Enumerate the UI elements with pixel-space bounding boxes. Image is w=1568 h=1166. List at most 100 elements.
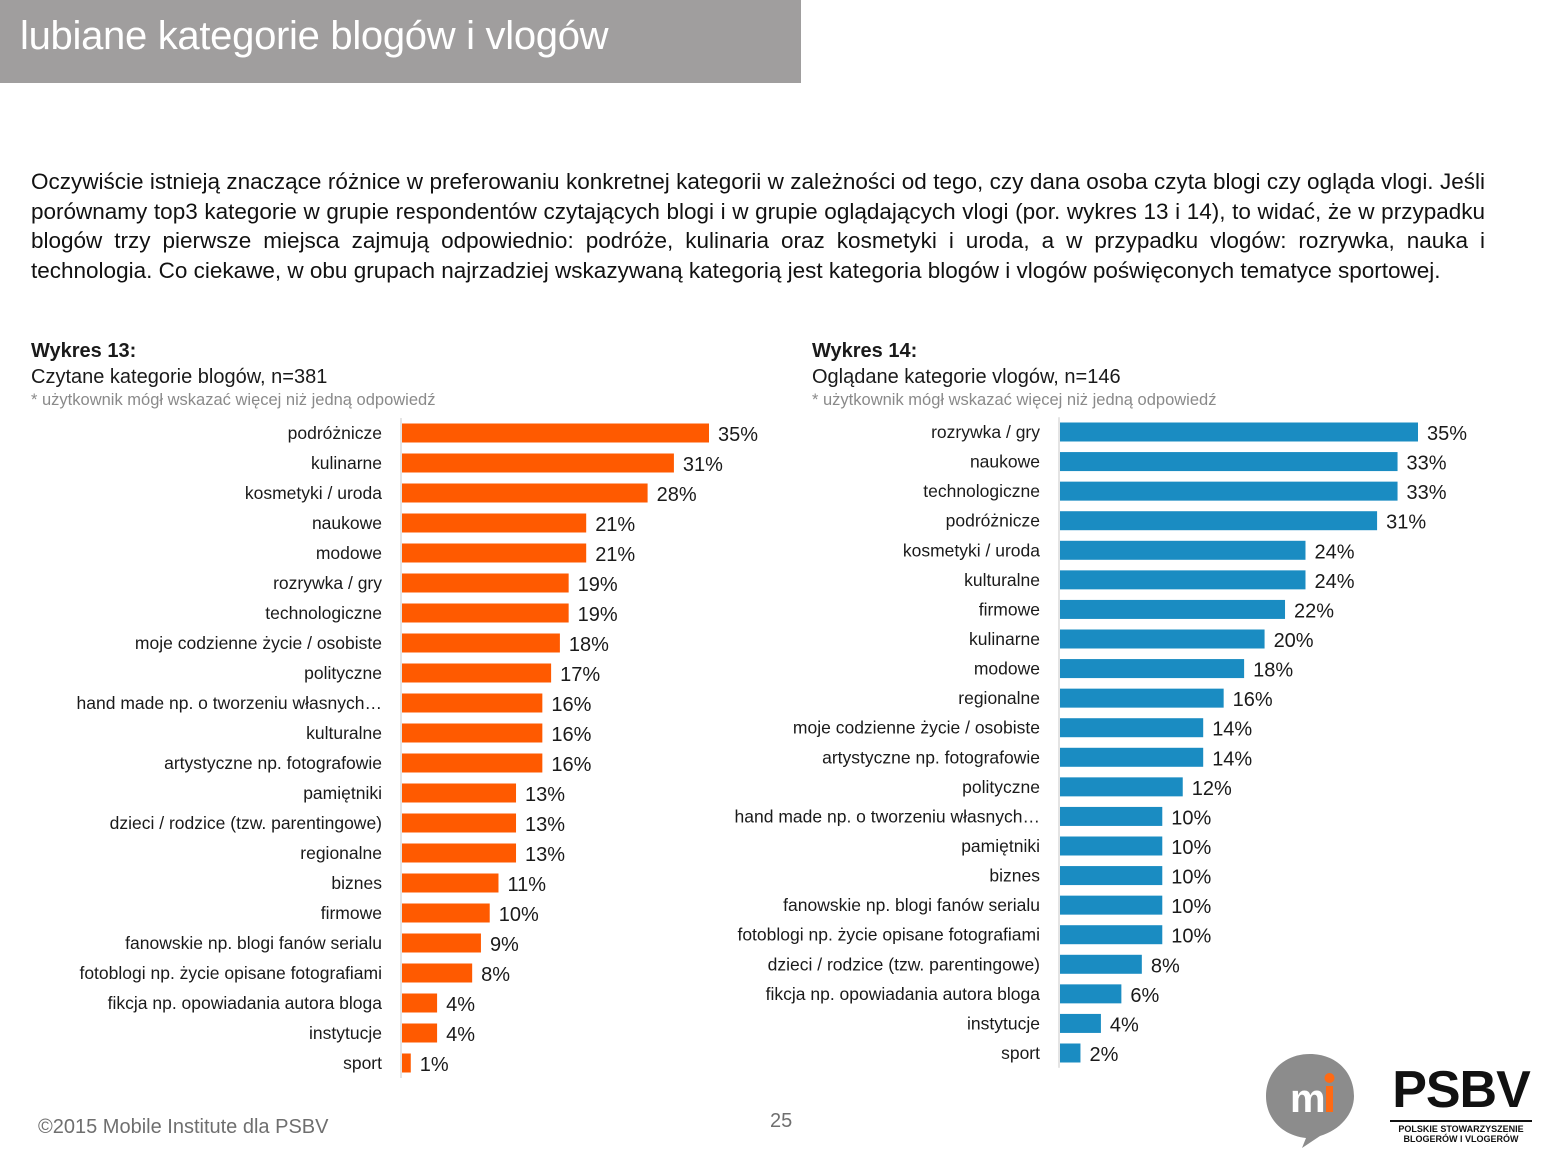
chart14-value-label: 35% [1427,423,1467,445]
title-band: lubiane kategorie blogów i vlogów [0,0,801,83]
chart13-category-label: rozrywka / gry [273,573,382,593]
chart13-bar [402,813,517,833]
chart14-category-label: modowe [974,659,1040,679]
mobile-institute-logo-icon: m [1266,1054,1354,1148]
chart13-category-label: podróżnicze [288,423,382,443]
chart14-value-label: 4% [1110,1014,1139,1036]
chart13-bar [402,423,709,443]
chart14-value-label: 24% [1314,541,1354,563]
chart13-category-label: kosmetyki / uroda [245,483,382,503]
page-title: lubiane kategorie blogów i vlogów [20,14,609,58]
chart14-bar [1060,925,1163,945]
chart13-value-label: 31% [683,454,723,476]
chart14-category-label: dzieci / rodzice (tzw. parentingowe) [768,954,1040,974]
chart14-value-label: 10% [1171,926,1211,948]
chart14-value-label: 31% [1386,512,1426,534]
chart13-value-label: 17% [560,664,600,686]
chart14-value-label: 33% [1407,453,1447,475]
chart14-value-label: 10% [1171,896,1211,918]
chart14-bar [1060,481,1398,501]
svg-text:m: m [1290,1077,1326,1121]
chart14-category-label: artystyczne np. fotografowie [822,747,1040,767]
chart14-bar [1060,1013,1101,1033]
chart14-bar [1060,570,1306,590]
chart14-value-label: 20% [1274,630,1314,652]
psbv-logo-name: PSBV [1392,1061,1531,1119]
chart14-bar [1060,1043,1081,1063]
chart14-value-label: 8% [1151,955,1180,977]
chart13-value-label: 10% [499,904,539,926]
chart13-category-label: instytucje [309,1023,382,1043]
chart13-bar [402,573,569,593]
chart13-bar [402,993,438,1013]
footer-copyright: ©2015 Mobile Institute dla PSBV [38,1116,329,1138]
chart14-value-label: 2% [1089,1044,1118,1066]
chart13-header: Wykres 13: Czytane kategorie blogów, n=3… [31,338,435,410]
chart13-category-label: fotoblogi np. życie opisane fotografiami [79,963,382,983]
chart13-bar [402,603,569,623]
chart14-bar [1060,718,1204,738]
chart14-header: Wykres 14: Oglądane kategorie vlogów, n=… [812,338,1216,410]
chart13-bar [402,1053,411,1073]
chart14-value-label: 14% [1212,719,1252,741]
psbv-logo-tagline: POLSKIE STOWARZYSZENIE BLOGERÓW I VLOGER… [1390,1120,1532,1144]
chart13-bar [402,513,587,533]
chart14-value-label: 12% [1192,778,1232,800]
chart14-category-label: kulturalne [964,570,1040,590]
chart14-category-label: regionalne [958,688,1040,708]
chart13-value-label: 21% [595,544,635,566]
chart14-bar [1060,836,1163,856]
chart14-value-label: 6% [1130,985,1159,1007]
chart13-bar [402,483,648,503]
chart14-value-label: 10% [1171,837,1211,859]
chart13-bar [402,753,543,773]
chart14-category-label: pamiętniki [961,836,1040,856]
chart13-value-label: 13% [525,784,565,806]
chart13-category-label: modowe [316,543,382,563]
chart13-bar [402,843,517,863]
chart14-category-label: technologiczne [923,481,1040,501]
chart14-bar [1060,422,1418,442]
chart13-value-label: 19% [578,574,618,596]
chart13-category-label: biznes [331,873,382,893]
chart14-bar [1060,895,1163,915]
chart14-value-label: 16% [1233,689,1273,711]
chart13-category-label: hand made np. o tworzeniu własnych… [77,693,382,713]
chart14-category-label: podróżnicze [946,511,1040,531]
chart14-value-label: 10% [1171,867,1211,889]
chart14-category-label: fikcja np. opowiadania autora bloga [766,984,1041,1004]
chart13-category-label: artystyczne np. fotografowie [164,753,382,773]
chart14-category-label: rozrywka / gry [931,422,1040,442]
chart13-category-label: fanowskie np. blogi fanów serialu [125,933,382,953]
chart14-bar [1060,954,1142,974]
chart13-bar [402,783,517,803]
chart14-bar [1060,747,1204,767]
chart13-category-label: polityczne [304,663,382,683]
chart13-category-label: fikcja np. opowiadania autora bloga [108,993,383,1013]
chart14-value-label: 10% [1171,807,1211,829]
chart14-category-label: biznes [989,866,1040,886]
chart14-note: * użytkownik mógł wskazać więcej niż jed… [812,391,1217,409]
chart14-category-label: fotoblogi np. życie opisane fotografiami [737,925,1040,945]
chart13-title: Wykres 13: [31,340,137,362]
chart14-value-label: 24% [1314,571,1354,593]
chart14-bar [1060,688,1224,708]
chart14-category-label: naukowe [970,452,1040,472]
chart13-value-label: 19% [578,604,618,626]
chart13-bar [402,633,560,653]
chart13-category-label: kulinarne [311,453,382,473]
chart13-value-label: 8% [481,964,510,986]
chart14-bar [1060,866,1163,886]
chart13-value-label: 4% [446,994,475,1016]
chart14-category-label: polityczne [962,777,1040,797]
chart14-bar [1060,777,1183,797]
chart14-category-label: kosmetyki / uroda [903,540,1040,560]
chart13-value-label: 1% [420,1054,449,1076]
chart13-bar [402,723,543,743]
chart13-value-label: 9% [490,934,519,956]
chart13-value-label: 16% [551,754,591,776]
chart13-value-label: 16% [551,694,591,716]
chart13-value-label: 35% [718,424,758,446]
chart14-title: Wykres 14: [812,340,918,362]
